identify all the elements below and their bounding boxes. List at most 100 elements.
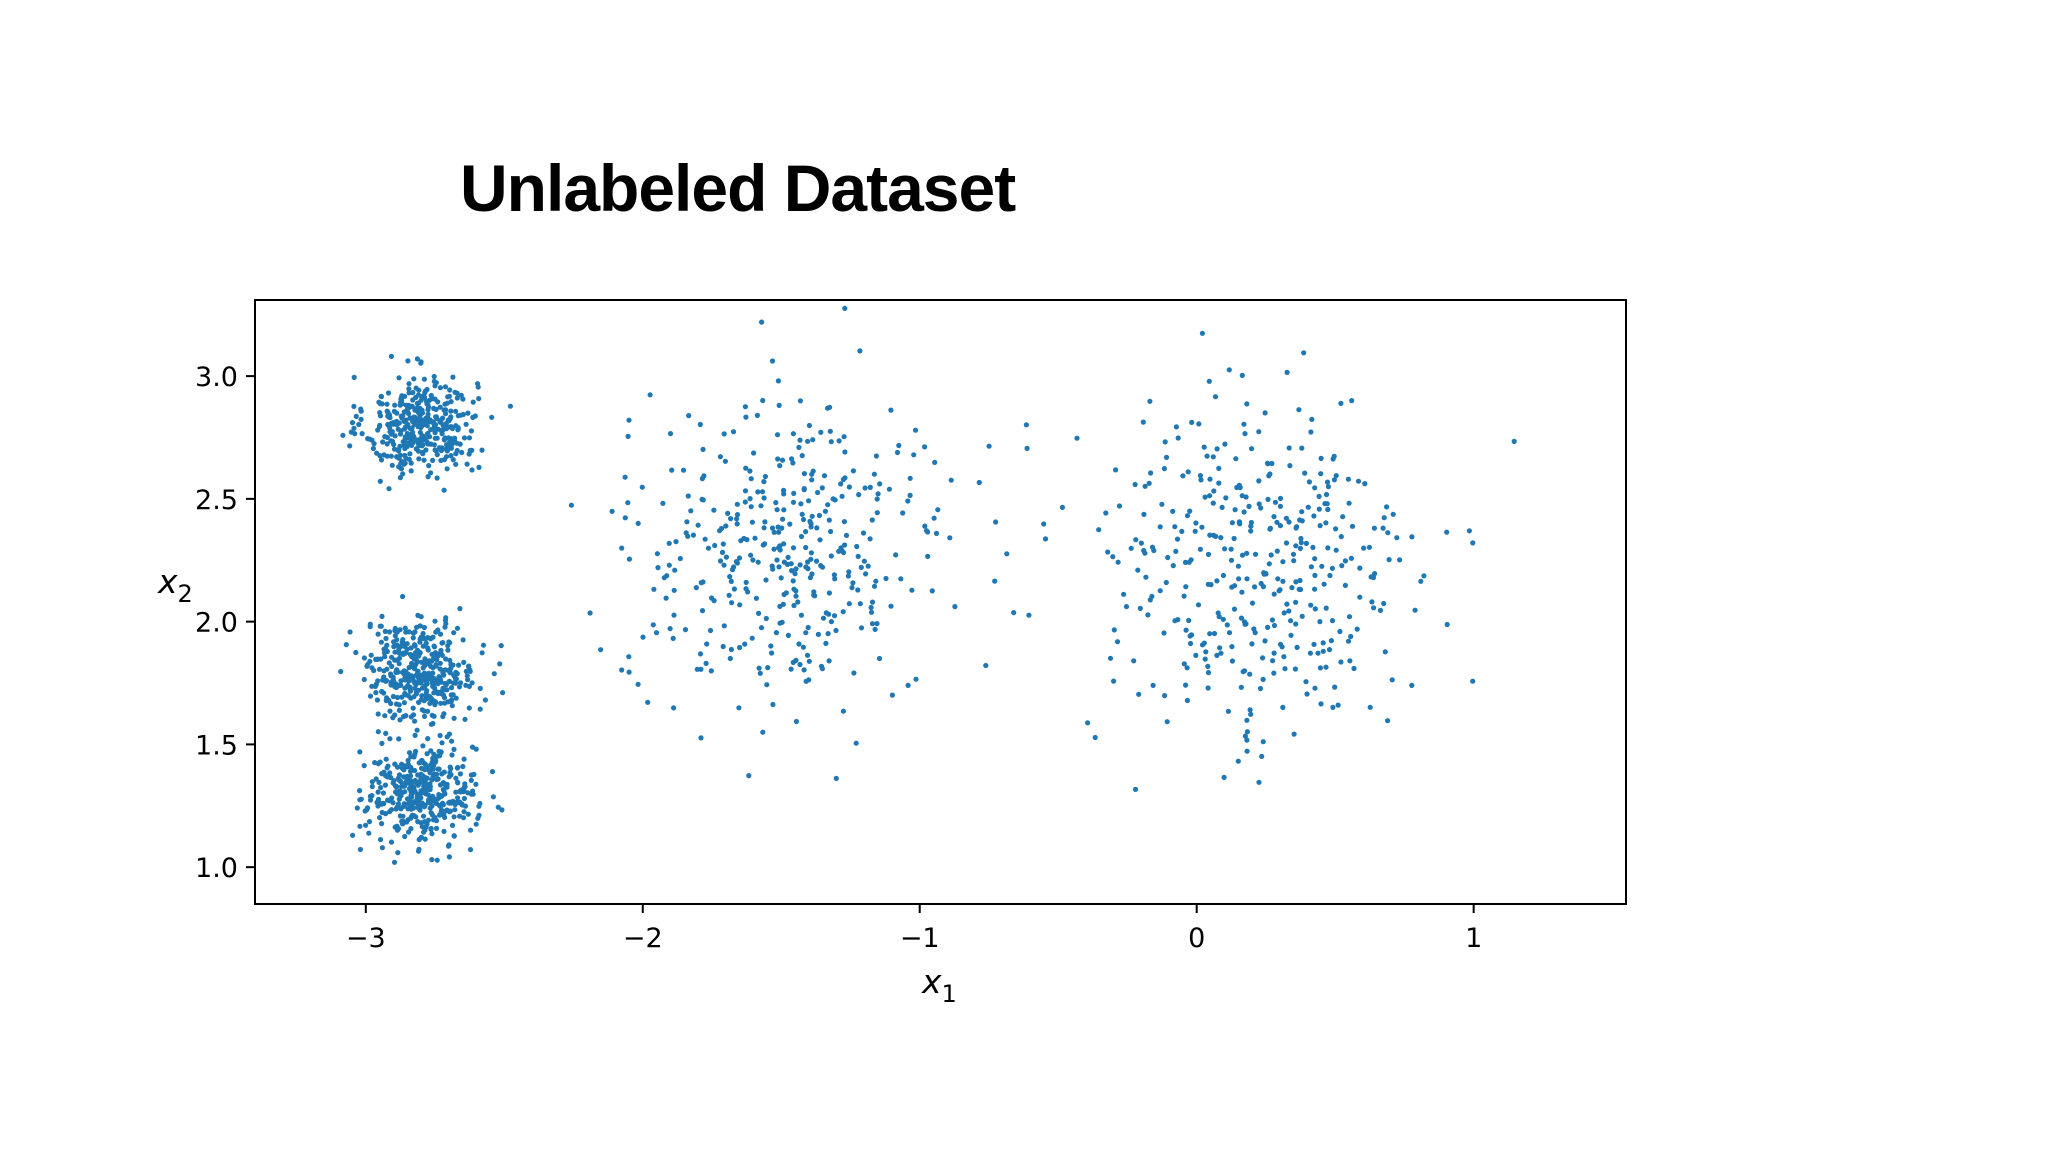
data-point [357, 846, 363, 853]
data-point [1286, 608, 1292, 614]
data-point [403, 455, 409, 461]
data-point [388, 353, 394, 359]
data-point [874, 621, 880, 627]
data-point [399, 761, 405, 767]
data-point [408, 754, 414, 760]
data-point [1107, 655, 1114, 661]
data-point [470, 399, 476, 405]
data-point [1244, 401, 1250, 407]
data-point [868, 609, 875, 615]
data-point [489, 769, 496, 775]
data-point [742, 499, 748, 505]
data-point [1339, 563, 1345, 569]
data-point [1199, 524, 1205, 530]
data-point [1262, 410, 1268, 416]
data-point [373, 776, 379, 782]
data-point [1310, 544, 1316, 551]
data-point [777, 463, 783, 469]
data-point [382, 654, 388, 660]
data-point [805, 559, 811, 565]
data-point [1298, 535, 1304, 542]
data-point [831, 613, 838, 619]
data-point [952, 604, 958, 610]
data-point [375, 427, 381, 433]
y-axis-label-main: x [157, 562, 178, 601]
data-point [698, 580, 704, 586]
data-point [443, 407, 449, 413]
data-point [842, 449, 848, 455]
data-point [737, 602, 743, 608]
data-point [375, 729, 381, 735]
data-point [776, 564, 782, 570]
data-point [431, 421, 437, 427]
data-point [389, 462, 395, 468]
data-point [797, 562, 803, 568]
data-point [1299, 509, 1305, 515]
data-point [749, 519, 756, 525]
data-point [1193, 520, 1199, 526]
data-point [1294, 644, 1300, 651]
data-point [757, 670, 763, 676]
data-point [497, 661, 503, 667]
data-point [466, 435, 473, 441]
data-point [799, 511, 805, 517]
data-point [1318, 701, 1324, 707]
data-point [808, 550, 815, 556]
data-point [430, 793, 436, 799]
data-point [1232, 583, 1238, 589]
data-point [406, 786, 413, 792]
data-point [729, 600, 735, 606]
data-point [412, 718, 418, 724]
data-point [435, 681, 441, 687]
data-point [424, 674, 430, 680]
data-point [728, 646, 735, 653]
data-point [458, 412, 464, 418]
data-point [821, 473, 828, 479]
data-point [1270, 658, 1276, 664]
data-point [1340, 514, 1346, 520]
y-tick-label: 1.5 [195, 730, 238, 761]
data-point [1412, 607, 1418, 613]
data-point [693, 585, 699, 591]
data-point [1267, 526, 1273, 532]
data-point [775, 378, 782, 384]
data-point [419, 410, 426, 416]
data-point [378, 785, 384, 791]
data-point [389, 654, 395, 660]
data-point [442, 384, 449, 390]
data-point [747, 496, 753, 502]
data-point [1296, 407, 1302, 413]
data-point [385, 390, 392, 396]
data-point [874, 510, 880, 516]
data-point [748, 552, 754, 558]
data-point [1277, 523, 1283, 529]
data-point [463, 421, 469, 427]
data-point [435, 766, 441, 772]
data-point [755, 559, 761, 565]
data-point [427, 800, 433, 806]
data-point [405, 757, 411, 764]
data-point [1308, 429, 1314, 435]
data-point [742, 404, 749, 410]
data-point [776, 402, 782, 408]
data-point [781, 507, 787, 513]
data-point [922, 523, 928, 529]
data-point [992, 578, 998, 584]
data-point [619, 545, 625, 551]
data-point [1244, 550, 1250, 556]
data-point [1189, 419, 1195, 425]
data-point [843, 532, 850, 539]
data-point [459, 449, 465, 456]
data-point [856, 492, 862, 498]
data-point [672, 567, 678, 573]
data-point [1286, 519, 1292, 525]
data-point [453, 408, 459, 414]
data-point [775, 456, 781, 462]
data-point [761, 479, 767, 485]
data-point [626, 669, 632, 675]
data-point [451, 437, 457, 443]
data-point [823, 610, 829, 616]
data-point [1257, 685, 1264, 692]
data-point [400, 637, 406, 643]
data-point [1198, 477, 1204, 483]
